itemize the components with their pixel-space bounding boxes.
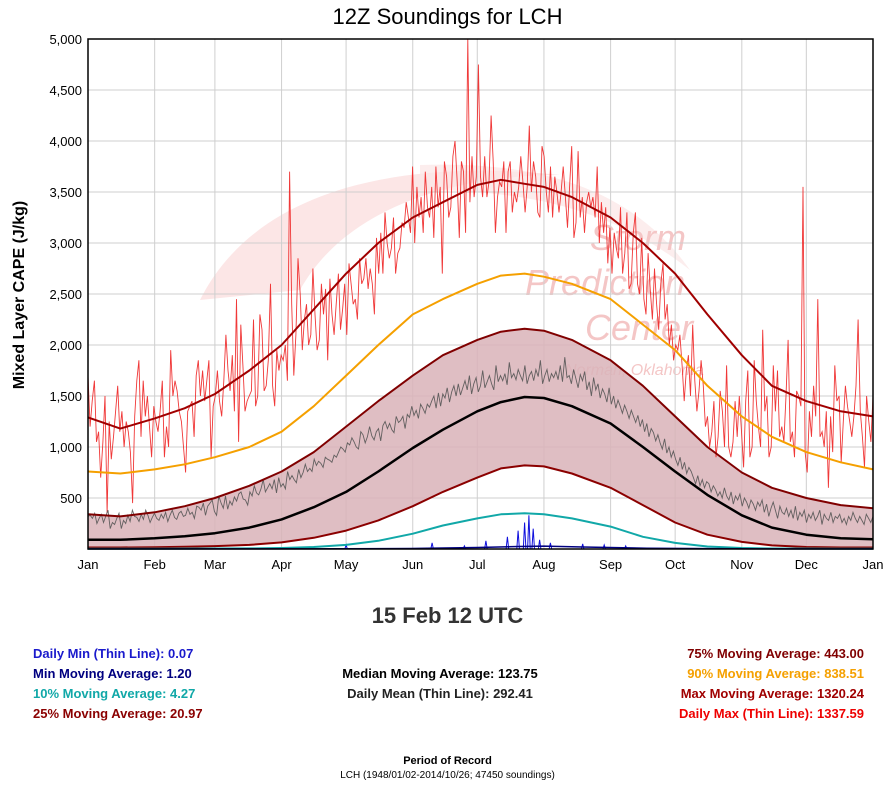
- iqr-band-fill: [88, 328, 873, 548]
- x-tick-label: Jul: [469, 557, 486, 572]
- y-axis: 500 1,000 1,500 2,000 2,500 3,000 3,500 4,000 4,…: [49, 32, 82, 506]
- stat-daily-mean: Daily Mean (Thin Line): 292.41: [347, 686, 533, 701]
- stat-25pct-moving-average: 25% Moving Average: 20.97: [33, 706, 203, 721]
- y-tick-label: 500: [60, 491, 82, 506]
- iqr-band: [88, 328, 873, 548]
- x-tick-label: Jan: [863, 557, 884, 572]
- x-tick-label: Mar: [204, 557, 227, 572]
- stat-90pct-moving-average: 90% Moving Average: 838.51: [687, 666, 864, 681]
- stat-daily-max: Daily Max (Thin Line): 1337.59: [679, 706, 864, 721]
- y-tick-label: 2,000: [49, 338, 82, 353]
- y-tick-label: 3,500: [49, 185, 82, 200]
- stat-daily-min: Daily Min (Thin Line): 0.07: [33, 646, 194, 661]
- stat-10pct-moving-average: 10% Moving Average: 4.27: [33, 686, 196, 701]
- y-axis-label-wrap: Mixed Layer CAPE (J/kg): [0, 40, 40, 550]
- y-axis-label: Mixed Layer CAPE (J/kg): [11, 200, 28, 390]
- x-tick-label: Sep: [599, 557, 622, 572]
- y-tick-label: 2,500: [49, 287, 82, 302]
- x-axis: Jan Feb Mar Apr May Jun Jul Aug Sep Oct Nov Dec Jan: [78, 557, 884, 572]
- 75-moving-average-line: [87, 327, 874, 518]
- stat-max-moving-average: Max Moving Average: 1320.24: [680, 686, 864, 701]
- x-tick-label: Apr: [271, 557, 292, 572]
- y-tick-label: 4,500: [49, 83, 82, 98]
- median-moving-average-line: [88, 395, 874, 542]
- chart-title: 12Z Soundings for LCH: [332, 4, 563, 29]
- x-tick-label: May: [334, 557, 359, 572]
- period-of-record-detail: LCH (1948/01/02-2014/10/26; 47450 soundi…: [340, 770, 555, 781]
- watermark-line-3: Center: [585, 307, 695, 348]
- x-tick-label: Feb: [143, 557, 165, 572]
- period-of-record-title: Period of Record: [403, 755, 492, 767]
- y-tick-label: 4,000: [49, 134, 82, 149]
- y-tick-label: 1,500: [49, 389, 82, 404]
- y-tick-label: 5,000: [49, 32, 82, 47]
- x-tick-label: Jan: [78, 557, 99, 572]
- max-moving-average-line: [87, 178, 874, 430]
- 25-moving-average-line: [88, 464, 873, 549]
- x-tick-label: Oct: [665, 557, 686, 572]
- stat-median-moving-average: Median Moving Average: 123.75: [342, 666, 538, 681]
- y-tick-label: 3,000: [49, 236, 82, 251]
- x-tick-label: Dec: [795, 557, 819, 572]
- plot-frame: [87, 38, 874, 550]
- stat-min-moving-average: Min Moving Average: 1.20: [33, 666, 192, 681]
- selected-date-label: 15 Feb 12 UTC: [371, 603, 524, 628]
- x-tick-label: Nov: [730, 557, 754, 572]
- 90-moving-average-line: [87, 272, 874, 475]
- x-tick-label: Aug: [532, 557, 555, 572]
- x-tick-label: Jun: [402, 557, 423, 572]
- stat-75pct-moving-average: 75% Moving Average: 443.00: [687, 646, 864, 661]
- y-tick-label: 1,000: [49, 440, 82, 455]
